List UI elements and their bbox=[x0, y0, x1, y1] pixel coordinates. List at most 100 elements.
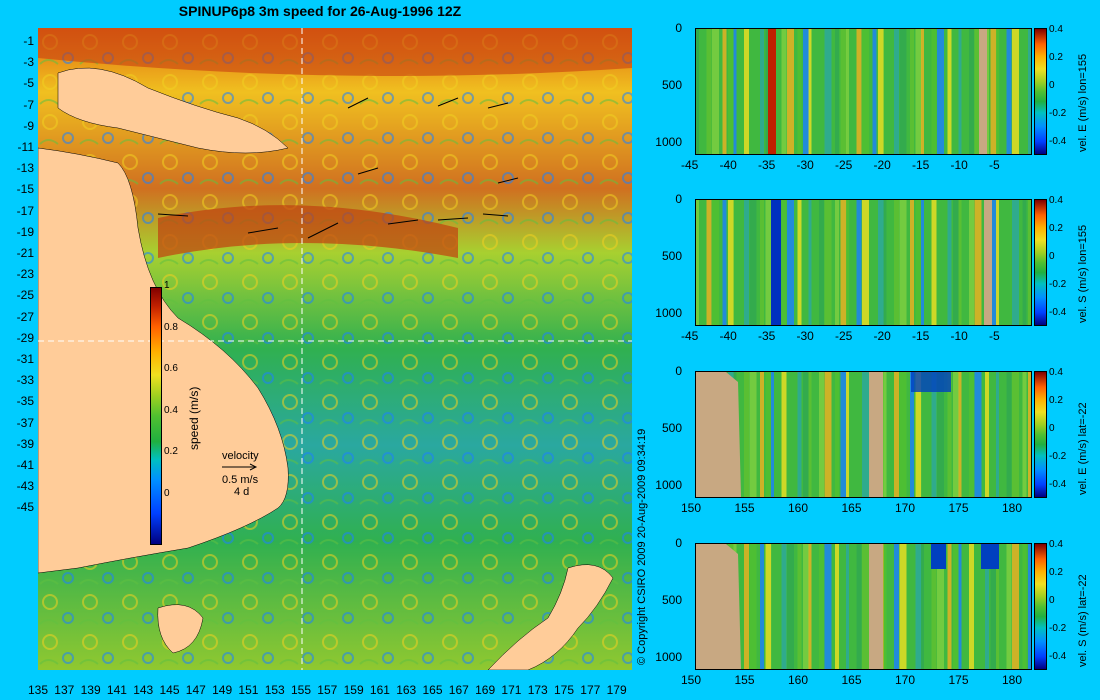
depth-tick-label: 1000 bbox=[655, 135, 682, 149]
section-x-tick-label: -35 bbox=[758, 329, 776, 343]
section-x-tick-label: -15 bbox=[912, 158, 930, 172]
section-colorbar-tick: -0.2 bbox=[1049, 623, 1067, 634]
section-x-tick-label: -45 bbox=[681, 329, 699, 343]
section-x-tick-label: 180 bbox=[1002, 673, 1023, 687]
colorbar-tick-label: 1 bbox=[164, 280, 170, 291]
depth-tick-label: 0 bbox=[675, 536, 682, 550]
lat-tick-label: -23 bbox=[16, 267, 34, 282]
section-x-tick-label: -25 bbox=[835, 329, 853, 343]
section-x-tick-label: -20 bbox=[873, 158, 891, 172]
lon-tick-label: 153 bbox=[264, 683, 285, 697]
lon-tick-label: 155 bbox=[291, 683, 312, 697]
section-panel-label: vel. S (m/s) lat=-22 bbox=[1077, 574, 1089, 667]
section-x-tick-label: 155 bbox=[734, 673, 755, 687]
colorbar-tick-label: 0.8 bbox=[164, 321, 178, 333]
new-guinea-land bbox=[57, 67, 289, 154]
colorbar-tick-label: 0.4 bbox=[164, 404, 178, 416]
lat-tick-label: -45 bbox=[16, 500, 34, 515]
depth-tick-label: 500 bbox=[661, 421, 682, 435]
section-x-tick-label: 150 bbox=[681, 673, 702, 687]
section-colorbar-tick: -0.4 bbox=[1049, 307, 1067, 318]
section-panel-3[interactable] bbox=[695, 371, 1032, 498]
lat-tick-label: -31 bbox=[16, 352, 34, 366]
section-x-tick-label: -40 bbox=[719, 158, 737, 172]
section-x-tick-label: -30 bbox=[796, 329, 814, 343]
lon-tick-label: 159 bbox=[343, 683, 364, 697]
lat-tick-label: -37 bbox=[16, 415, 34, 430]
lon-tick-label: 135 bbox=[28, 683, 49, 697]
section-x-tick-label: 170 bbox=[895, 673, 916, 687]
section-x-tick-label: -25 bbox=[835, 158, 853, 172]
section-colorbar-tick: 0.2 bbox=[1049, 52, 1063, 63]
depth-tick-label: 500 bbox=[661, 593, 682, 607]
lon-tick-label: 141 bbox=[106, 683, 127, 697]
lon-tick-label: 173 bbox=[527, 683, 548, 697]
section-plot bbox=[696, 372, 1031, 497]
section-colorbar-tick: 0.2 bbox=[1049, 223, 1063, 234]
section-x-tick-label: 150 bbox=[681, 501, 702, 515]
lon-tick-label: 143 bbox=[133, 683, 154, 697]
lon-tick-label: 157 bbox=[317, 683, 338, 697]
section-colorbar-1 bbox=[1034, 28, 1047, 155]
section-colorbar-3 bbox=[1034, 371, 1047, 498]
lat-tick-label: -15 bbox=[16, 182, 34, 197]
section-panel-1[interactable] bbox=[695, 28, 1032, 155]
section-panel-2[interactable] bbox=[695, 199, 1032, 326]
lat-tick-label: -21 bbox=[16, 246, 34, 260]
depth-tick-label: 0 bbox=[675, 21, 682, 35]
lat-tick-label: -1 bbox=[23, 34, 34, 48]
section-colorbar-tick: 0 bbox=[1049, 423, 1055, 434]
section-colorbar-tick: 0.4 bbox=[1049, 24, 1063, 35]
section-colorbar-tick: 0.4 bbox=[1049, 367, 1063, 378]
section-plot bbox=[696, 200, 1031, 325]
section-x-tick-label: 165 bbox=[841, 673, 862, 687]
new-zealand-land bbox=[487, 564, 614, 670]
velocity-legend-duration: 4 d bbox=[234, 486, 250, 498]
section-colorbar-tick: -0.2 bbox=[1049, 108, 1067, 119]
section-colorbar-tick: -0.2 bbox=[1049, 279, 1067, 290]
section-colorbar-tick: 0.2 bbox=[1049, 395, 1063, 406]
lat-tick-label: -29 bbox=[16, 330, 34, 345]
lon-tick-label: 163 bbox=[396, 683, 417, 697]
section-x-tick-label: 180 bbox=[1002, 501, 1023, 515]
section-colorbar-4 bbox=[1034, 543, 1047, 670]
lat-tick-label: -27 bbox=[16, 309, 34, 324]
section-colorbar-tick: 0.4 bbox=[1049, 539, 1063, 550]
section-colorbar-tick: 0 bbox=[1049, 251, 1055, 262]
depth-tick-label: 500 bbox=[661, 78, 682, 92]
lat-tick-label: -11 bbox=[17, 140, 34, 154]
lon-tick-label: 179 bbox=[606, 683, 627, 697]
lon-tick-label: 167 bbox=[448, 683, 469, 697]
speed-colorbar bbox=[150, 287, 162, 545]
lon-tick-label: 137 bbox=[54, 683, 75, 697]
colorbar-label: speed (m/s) bbox=[187, 386, 201, 450]
lon-tick-label: 151 bbox=[238, 683, 259, 697]
depth-tick-label: 1000 bbox=[655, 306, 682, 320]
section-plot bbox=[696, 29, 1031, 154]
velocity-arrow-icon bbox=[222, 463, 258, 471]
section-colorbar-tick: 0 bbox=[1049, 595, 1055, 606]
section-panel-label: vel. E (m/s) lat=-22 bbox=[1077, 402, 1089, 495]
section-panel-4[interactable] bbox=[695, 543, 1032, 670]
lon-tick-label: 165 bbox=[422, 683, 443, 697]
section-x-tick-label: -5 bbox=[989, 329, 1000, 343]
lat-tick-label: -41 bbox=[16, 458, 34, 472]
lat-tick-label: -3 bbox=[23, 55, 34, 70]
section-x-tick-label: -10 bbox=[950, 329, 968, 343]
figure-title: SPINUP6p8 3m speed for 26-Aug-1996 12Z bbox=[178, 3, 462, 19]
section-x-tick-label: 160 bbox=[788, 501, 809, 515]
depth-tick-label: 1000 bbox=[655, 650, 682, 664]
section-x-tick-label: -45 bbox=[681, 158, 699, 172]
lon-tick-label: 175 bbox=[554, 683, 575, 697]
speed-map-canvas bbox=[38, 28, 632, 670]
colorbar-tick-label: 0.2 bbox=[164, 446, 178, 457]
speed-map[interactable] bbox=[38, 28, 632, 670]
depth-tick-label: 1000 bbox=[655, 478, 682, 492]
lat-tick-label: -43 bbox=[16, 479, 34, 494]
lon-tick-label: 169 bbox=[475, 683, 496, 697]
colorbar-tick-label: 0 bbox=[164, 487, 170, 499]
velocity-legend-title: velocity bbox=[222, 450, 259, 462]
lat-tick-label: -33 bbox=[16, 373, 34, 388]
section-colorbar-tick: 0 bbox=[1049, 80, 1055, 91]
section-colorbar-2 bbox=[1034, 199, 1047, 326]
